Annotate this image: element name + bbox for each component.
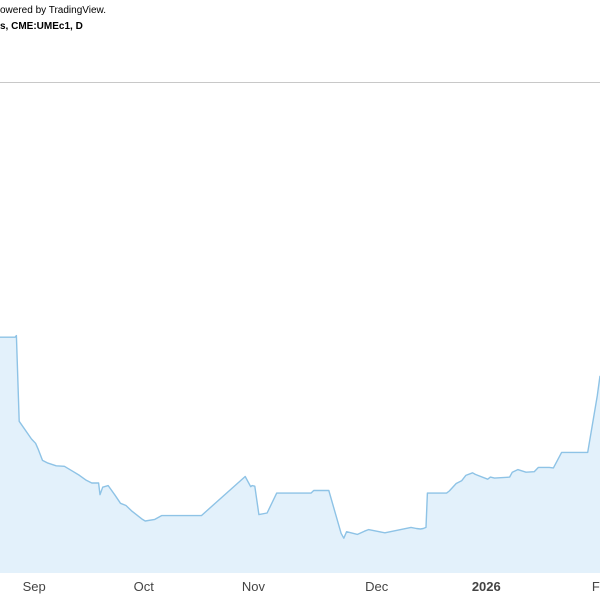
data-point-11 <box>71 470 74 473</box>
data-point-40 <box>342 537 345 540</box>
data-point-28 <box>200 514 203 517</box>
data-point-58 <box>471 471 474 474</box>
symbol-label: s, CME:UMEc1, D <box>0 21 83 32</box>
x-tick-label-5: F <box>592 579 600 594</box>
data-point-3 <box>18 420 21 423</box>
data-point-22 <box>130 509 133 512</box>
data-point-65 <box>516 468 519 471</box>
data-point-69 <box>548 466 551 469</box>
data-point-68 <box>537 466 540 469</box>
data-point-23 <box>141 518 144 521</box>
data-point-56 <box>460 479 463 482</box>
x-tick-label-2: Nov <box>242 579 266 594</box>
data-point-61 <box>489 476 492 479</box>
data-point-52 <box>426 492 429 495</box>
series-area-fill <box>0 335 600 573</box>
data-point-36 <box>310 492 313 495</box>
data-point-19 <box>114 494 117 497</box>
data-point-53 <box>445 492 448 495</box>
data-point-4 <box>30 438 33 441</box>
data-point-6 <box>37 448 40 451</box>
data-point-38 <box>327 489 330 492</box>
data-point-14 <box>90 482 93 485</box>
data-point-71 <box>560 451 563 454</box>
data-point-21 <box>125 504 128 507</box>
data-point-49 <box>419 528 422 531</box>
data-point-48 <box>415 527 418 530</box>
data-point-16 <box>99 493 102 496</box>
data-point-46 <box>383 531 386 534</box>
data-point-43 <box>363 530 366 533</box>
x-tick-label-1: Oct <box>134 579 155 594</box>
data-point-37 <box>312 489 315 492</box>
data-point-9 <box>55 464 58 467</box>
data-point-35 <box>275 492 278 495</box>
data-point-5 <box>34 442 37 445</box>
data-point-27 <box>171 514 174 517</box>
data-point-31 <box>251 484 254 487</box>
data-point-26 <box>160 514 163 517</box>
data-point-39 <box>340 532 343 535</box>
data-point-20 <box>119 502 122 505</box>
data-point-55 <box>455 482 458 485</box>
data-point-17 <box>101 486 104 489</box>
x-tick-label-3: Dec <box>365 579 389 594</box>
data-point-54 <box>448 490 451 493</box>
data-point-13 <box>85 479 88 482</box>
data-point-8 <box>46 462 49 465</box>
series-line <box>0 334 600 539</box>
data-point-24 <box>144 520 147 523</box>
data-point-25 <box>153 518 156 521</box>
data-point-72 <box>564 451 567 454</box>
data-point-42 <box>356 533 359 536</box>
data-point-18 <box>107 484 110 487</box>
data-point-44 <box>367 528 370 531</box>
data-point-41 <box>345 530 348 533</box>
x-tick-label-0: Sep <box>23 579 46 594</box>
data-point-74 <box>596 394 599 397</box>
data-point-73 <box>586 451 589 454</box>
attribution-text: owered by TradingView. <box>0 5 106 16</box>
data-point-60 <box>486 478 489 481</box>
data-point-51 <box>425 526 428 529</box>
data-point-10 <box>63 465 66 468</box>
data-point-63 <box>508 476 511 479</box>
data-point-12 <box>78 474 81 477</box>
x-tick-label-4: 2026 <box>472 579 501 594</box>
data-point-67 <box>533 470 536 473</box>
data-point-50 <box>422 527 425 530</box>
data-point-2 <box>15 334 18 337</box>
data-point-45 <box>375 530 378 533</box>
data-point-70 <box>552 466 555 469</box>
data-point-33 <box>257 513 260 516</box>
data-point-62 <box>493 477 496 480</box>
data-point-57 <box>464 474 467 477</box>
data-point-32 <box>253 485 256 488</box>
data-point-29 <box>244 475 247 478</box>
data-point-66 <box>525 471 528 474</box>
data-point-64 <box>511 471 514 474</box>
data-point-47 <box>410 526 413 529</box>
x-axis-tick-labels: Sep Oct Nov Dec 2026 F <box>23 579 600 594</box>
data-point-15 <box>97 482 100 485</box>
data-point-34 <box>266 512 269 515</box>
data-point-59 <box>474 473 477 476</box>
data-point-7 <box>41 459 44 462</box>
